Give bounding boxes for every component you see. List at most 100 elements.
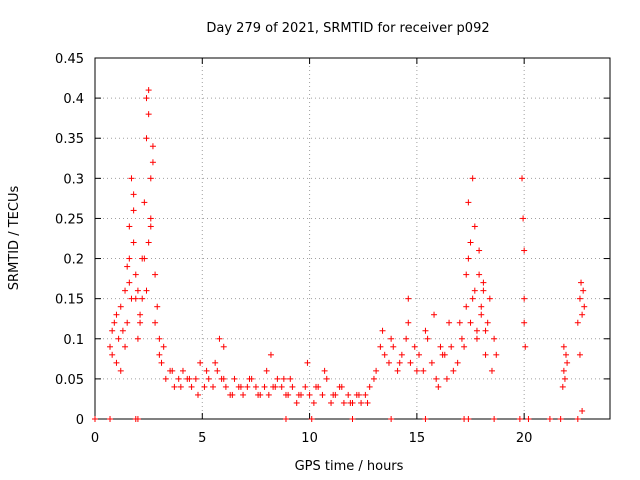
- data-point: [220, 375, 227, 382]
- data-point: [134, 416, 141, 422]
- data-point: [149, 159, 156, 166]
- data-point: [179, 367, 186, 374]
- data-point: [107, 416, 114, 422]
- data-point: [560, 367, 567, 374]
- data-point: [280, 375, 287, 382]
- data-point: [177, 383, 184, 390]
- y-tick-label: 0: [76, 413, 84, 428]
- data-point: [143, 135, 150, 142]
- data-point: [458, 335, 465, 342]
- data-point: [349, 416, 356, 422]
- data-point: [156, 335, 163, 342]
- data-point: [521, 319, 528, 326]
- data-point: [147, 215, 154, 222]
- data-point: [137, 319, 144, 326]
- data-point: [433, 375, 440, 382]
- data-point: [398, 351, 405, 358]
- data-point: [147, 175, 154, 182]
- data-point: [411, 343, 418, 350]
- data-point: [422, 416, 429, 422]
- data-point: [145, 87, 152, 94]
- data-point: [450, 367, 457, 374]
- data-point: [319, 391, 326, 398]
- data-point: [465, 416, 472, 422]
- data-point: [486, 295, 493, 302]
- data-point: [130, 239, 137, 246]
- data-point: [124, 263, 131, 270]
- data-point: [122, 287, 129, 294]
- data-point: [379, 327, 386, 334]
- data-point: [128, 175, 135, 182]
- data-point: [323, 375, 330, 382]
- data-point: [546, 416, 553, 422]
- data-point: [467, 239, 474, 246]
- data-point: [561, 375, 568, 382]
- data-point: [186, 375, 193, 382]
- data-point: [522, 343, 529, 350]
- data-point: [446, 319, 453, 326]
- data-point: [152, 319, 159, 326]
- data-point: [134, 287, 141, 294]
- data-point: [282, 416, 289, 422]
- y-tick-label: 0.05: [55, 373, 84, 388]
- data-point: [482, 327, 489, 334]
- data-point: [448, 343, 455, 350]
- data-point: [162, 375, 169, 382]
- data-point: [491, 335, 498, 342]
- data-point: [394, 367, 401, 374]
- data-point: [471, 287, 478, 294]
- data-point: [126, 279, 133, 286]
- data-point: [576, 351, 583, 358]
- data-point: [405, 295, 412, 302]
- data-point: [476, 247, 483, 254]
- data-point: [205, 375, 212, 382]
- data-point: [431, 311, 438, 318]
- data-point: [480, 287, 487, 294]
- data-point: [576, 295, 583, 302]
- data-point: [364, 399, 371, 406]
- data-point: [370, 375, 377, 382]
- data-point: [203, 367, 210, 374]
- data-point: [478, 303, 485, 310]
- y-tick-label: 0.3: [63, 172, 84, 187]
- data-point: [308, 416, 315, 422]
- data-point: [578, 279, 585, 286]
- data-point: [306, 391, 313, 398]
- data-point: [214, 367, 221, 374]
- data-point: [390, 343, 397, 350]
- data-point: [109, 351, 116, 358]
- y-tick-label: 0.35: [55, 132, 84, 147]
- data-point: [484, 319, 491, 326]
- data-point: [92, 416, 98, 422]
- data-point: [520, 215, 527, 222]
- data-point: [435, 383, 442, 390]
- data-point: [117, 303, 124, 310]
- data-point: [130, 207, 137, 214]
- data-point: [156, 351, 163, 358]
- data-point: [132, 271, 139, 278]
- data-point: [377, 343, 384, 350]
- data-point: [143, 287, 150, 294]
- data-point: [420, 367, 427, 374]
- ticks: 0 5 10 15 20 0 0.05 0.1 0.15 0.2 0.25 0.3 0.35 0.4 0.4…: [55, 52, 610, 446]
- data-point: [563, 351, 570, 358]
- data-point: [469, 295, 476, 302]
- data-point: [197, 359, 204, 366]
- data-point: [338, 383, 345, 390]
- data-point: [285, 391, 292, 398]
- data-point: [471, 223, 478, 230]
- y-tick-label: 0.1: [63, 333, 84, 348]
- y-tick-label: 0.2: [63, 253, 84, 268]
- data-point: [229, 391, 236, 398]
- data-point: [461, 343, 468, 350]
- data-point: [310, 399, 317, 406]
- data-point: [385, 359, 392, 366]
- data-point: [237, 383, 244, 390]
- data-point: [274, 375, 281, 382]
- data-point: [222, 383, 229, 390]
- data-point: [304, 359, 311, 366]
- data-points: [92, 87, 588, 422]
- data-point: [141, 199, 148, 206]
- data-point: [469, 175, 476, 182]
